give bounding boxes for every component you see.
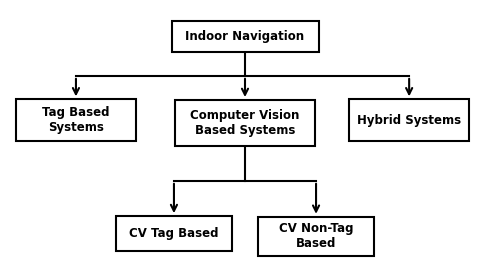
- FancyBboxPatch shape: [117, 216, 231, 251]
- Text: CV Non-Tag
Based: CV Non-Tag Based: [279, 222, 353, 250]
- Text: Hybrid Systems: Hybrid Systems: [357, 114, 461, 127]
- FancyBboxPatch shape: [172, 21, 318, 52]
- Text: Indoor Navigation: Indoor Navigation: [185, 30, 305, 43]
- Text: Tag Based
Systems: Tag Based Systems: [42, 106, 110, 134]
- FancyBboxPatch shape: [259, 217, 374, 256]
- Text: Computer Vision
Based Systems: Computer Vision Based Systems: [190, 109, 300, 137]
- FancyBboxPatch shape: [16, 99, 136, 141]
- Text: CV Tag Based: CV Tag Based: [129, 227, 219, 240]
- FancyBboxPatch shape: [175, 100, 315, 146]
- FancyBboxPatch shape: [349, 99, 469, 141]
